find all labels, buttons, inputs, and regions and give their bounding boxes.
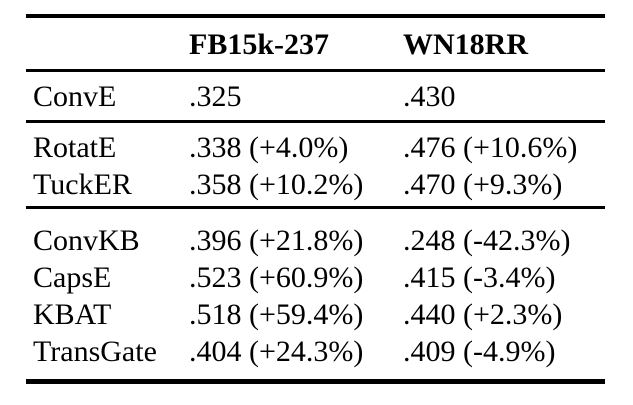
- header-row: FB15k-237 WN18RR: [26, 18, 605, 72]
- benchmark-comparison-table: FB15k-237 WN18RR ConvE .325 .430 RotatE …: [26, 18, 605, 379]
- model-name: TransGate: [33, 335, 157, 368]
- model-name: CapsE: [33, 261, 112, 294]
- fb15k237-value: .338 (+4.0%): [189, 131, 349, 164]
- wn18rr-value: .409 (-4.9%): [403, 335, 556, 368]
- section-strong-models: RotatE .338 (+4.0%) .476 (+10.6%) TuckER…: [26, 122, 605, 209]
- table-row-transgate: TransGate .404 (+24.3%) .409 (-4.9%): [26, 333, 605, 379]
- table-row-tucker: TuckER .358 (+10.2%) .470 (+9.3%): [26, 166, 605, 209]
- table-row-kbat: KBAT .518 (+59.4%) .440 (+2.3%): [26, 296, 605, 333]
- model-name: TuckER: [26, 166, 189, 209]
- table-row-capse: CapsE .523 (+60.9%) .415 (-3.4%): [26, 259, 605, 296]
- model-name: ConvE: [26, 70, 189, 123]
- header-model-column: [26, 18, 189, 72]
- table-header: FB15k-237 WN18RR: [26, 18, 605, 72]
- wn18rr-value: .476 (+10.6%): [403, 131, 578, 164]
- wn18rr-value: .430: [403, 70, 605, 123]
- table-row-conve: ConvE .325 .430: [26, 70, 605, 123]
- wn18rr-value: .470 (+9.3%): [403, 166, 605, 209]
- section-questioned-models: ConvKB .396 (+21.8%) .248 (-42.3%) CapsE…: [26, 208, 605, 380]
- model-name: RotatE: [33, 131, 117, 164]
- wn18rr-value: .415 (-3.4%): [403, 261, 556, 294]
- table-row-rotate: RotatE .338 (+4.0%) .476 (+10.6%): [26, 122, 605, 167]
- fb15k237-value: .325: [189, 70, 403, 123]
- results-table: FB15k-237 WN18RR ConvE .325 .430 RotatE …: [26, 14, 605, 384]
- header-fb15k237-column: FB15k-237: [189, 18, 403, 72]
- fb15k237-value: .358 (+10.2%): [189, 166, 403, 209]
- header-wn18rr-column: WN18RR: [403, 18, 605, 72]
- fb15k237-value: .404 (+24.3%): [189, 335, 364, 368]
- model-name: ConvKB: [33, 224, 140, 257]
- model-name: KBAT: [33, 298, 112, 331]
- fb15k237-value: .518 (+59.4%): [189, 298, 364, 331]
- wn18rr-value: .248 (-42.3%): [403, 224, 571, 257]
- fb15k237-value: .523 (+60.9%): [189, 261, 364, 294]
- wn18rr-value: .440 (+2.3%): [403, 298, 563, 331]
- table-row-convkb: ConvKB .396 (+21.8%) .248 (-42.3%): [26, 208, 605, 260]
- section-baseline: ConvE .325 .430: [26, 70, 605, 123]
- fb15k237-value: .396 (+21.8%): [189, 224, 364, 257]
